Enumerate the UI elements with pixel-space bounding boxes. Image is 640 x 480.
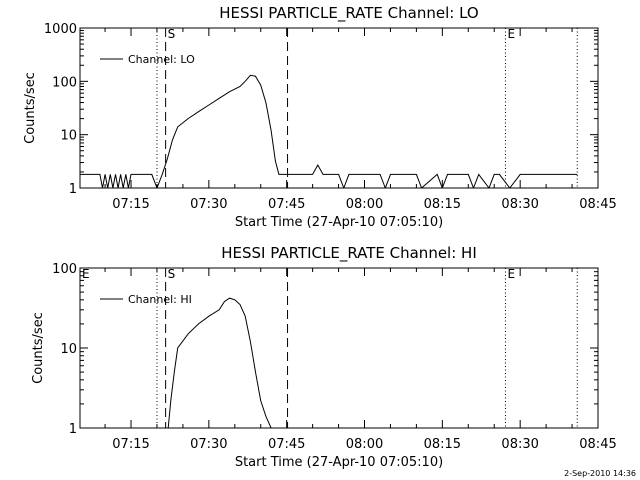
series-line-channel-lo bbox=[80, 74, 578, 188]
y-tick-label: 1 bbox=[69, 182, 77, 197]
y-tick-label: 1000 bbox=[44, 22, 77, 37]
y-tick-label: 10 bbox=[60, 129, 77, 144]
x-tick-label: 07:45 bbox=[268, 197, 305, 212]
y-axis-label: Counts/sec bbox=[31, 312, 46, 384]
marker-label-e: E bbox=[507, 267, 515, 281]
y-tick-label: 100 bbox=[52, 262, 77, 277]
x-tick-label: 08:45 bbox=[579, 437, 616, 452]
x-tick-label: 08:30 bbox=[501, 437, 538, 452]
chart-title: HESSI PARTICLE_RATE Channel: LO bbox=[219, 4, 478, 23]
x-tick-label: 08:15 bbox=[424, 437, 461, 452]
x-axis-label: Start Time (27-Apr-10 07:05:10) bbox=[235, 215, 443, 230]
chart-panel-hi: HESSI PARTICLE_RATE Channel: HI S E E 07:15 0… bbox=[31, 244, 617, 470]
x-tick-label: 07:15 bbox=[112, 197, 149, 212]
x-tick-label: 07:15 bbox=[112, 437, 149, 452]
plot-frame bbox=[79, 27, 599, 189]
x-tick-label: 08:00 bbox=[346, 197, 383, 212]
x-axis-label: Start Time (27-Apr-10 07:05:10) bbox=[235, 455, 443, 470]
x-tick-label: 07:30 bbox=[190, 437, 227, 452]
marker-label-s: S bbox=[168, 27, 176, 41]
x-tick-label: 08:45 bbox=[579, 197, 616, 212]
y-tick-label: 10 bbox=[60, 342, 77, 357]
legend-label: Channel: LO bbox=[128, 53, 195, 66]
x-tick-label: 08:30 bbox=[501, 197, 538, 212]
date-stamp: 2-Sep-2010 14:36 bbox=[564, 469, 636, 478]
y-tick-label: 100 bbox=[52, 75, 77, 90]
y-axis-label: Counts/sec bbox=[23, 72, 38, 144]
marker-label-e: E bbox=[507, 27, 515, 41]
series-line-channel-hi bbox=[167, 297, 272, 428]
legend-label: Channel: HI bbox=[128, 293, 192, 306]
chart-title: HESSI PARTICLE_RATE Channel: HI bbox=[221, 244, 477, 263]
x-tick-label: 07:30 bbox=[190, 197, 227, 212]
x-tick-label: 07:45 bbox=[268, 437, 305, 452]
y-tick-label: 1 bbox=[69, 422, 77, 437]
plot-frame bbox=[79, 267, 599, 429]
corner-label-e: E bbox=[82, 267, 90, 281]
marker-label-s: S bbox=[168, 267, 176, 281]
chart-panel-lo: HESSI PARTICLE_RATE Channel: LO S E 07:15 07… bbox=[23, 4, 617, 230]
x-tick-label: 08:00 bbox=[346, 437, 383, 452]
x-tick-label: 08:15 bbox=[424, 197, 461, 212]
